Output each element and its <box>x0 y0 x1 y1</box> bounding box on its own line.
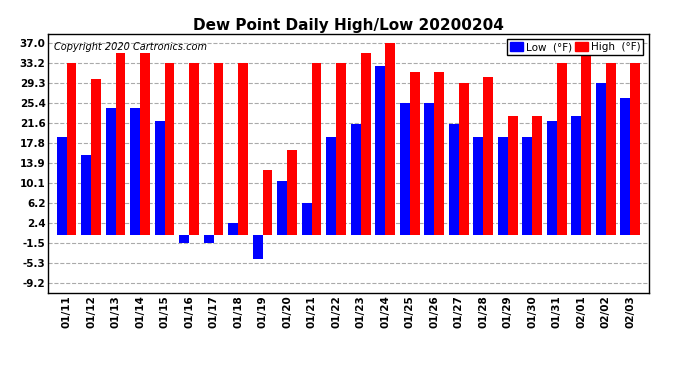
Bar <box>620 98 630 236</box>
Bar <box>483 77 493 236</box>
Bar <box>116 54 126 236</box>
Bar <box>424 104 434 236</box>
Bar <box>459 83 469 236</box>
Bar <box>606 63 615 236</box>
Bar <box>179 236 189 243</box>
Bar <box>400 104 410 236</box>
Bar <box>263 170 273 236</box>
Bar <box>326 136 336 236</box>
Bar <box>351 124 361 236</box>
Bar <box>581 54 591 236</box>
Legend: Low  (°F), High  (°F): Low (°F), High (°F) <box>507 39 643 56</box>
Bar <box>130 108 140 236</box>
Text: Copyright 2020 Cartronics.com: Copyright 2020 Cartronics.com <box>55 42 207 51</box>
Bar <box>189 63 199 236</box>
Bar <box>204 236 214 243</box>
Bar <box>312 63 322 236</box>
Bar <box>253 236 263 259</box>
Bar <box>596 83 606 236</box>
Bar <box>287 150 297 236</box>
Bar <box>630 63 640 236</box>
Bar <box>81 155 91 236</box>
Bar <box>165 63 175 236</box>
Bar <box>302 203 312 236</box>
Bar <box>140 54 150 236</box>
Bar <box>238 63 248 236</box>
Bar <box>532 116 542 236</box>
Bar <box>57 136 67 236</box>
Bar <box>434 72 444 236</box>
Title: Dew Point Daily High/Low 20200204: Dew Point Daily High/Low 20200204 <box>193 18 504 33</box>
Bar <box>385 43 395 236</box>
Bar <box>508 116 518 236</box>
Bar <box>91 80 101 236</box>
Bar <box>228 223 238 236</box>
Bar <box>571 116 581 236</box>
Bar <box>547 121 557 236</box>
Bar <box>375 66 385 236</box>
Bar <box>410 72 420 236</box>
Bar <box>67 63 77 236</box>
Bar <box>336 63 346 236</box>
Bar <box>106 108 116 236</box>
Bar <box>473 136 483 236</box>
Bar <box>155 121 165 236</box>
Bar <box>522 136 532 236</box>
Bar <box>277 181 287 236</box>
Bar <box>557 63 566 236</box>
Bar <box>214 63 224 236</box>
Bar <box>449 124 459 236</box>
Bar <box>498 136 508 236</box>
Bar <box>361 54 371 236</box>
